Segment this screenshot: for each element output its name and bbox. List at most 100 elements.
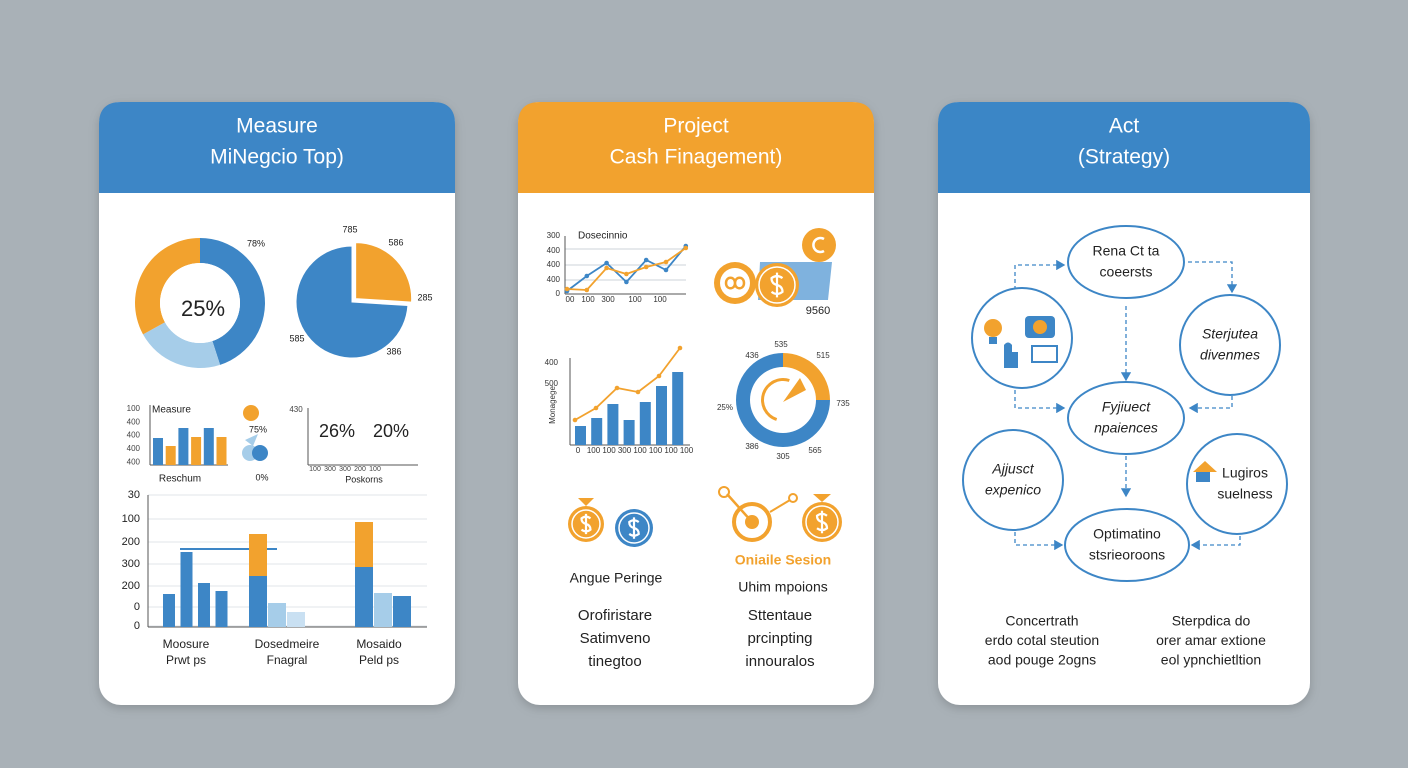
line-point — [635, 389, 641, 395]
node-shape — [1179, 294, 1281, 396]
bar-segment — [180, 552, 193, 627]
axis-label: 400 — [127, 444, 141, 453]
axis-label: 0 — [134, 620, 140, 632]
axis-label: 400 — [545, 358, 559, 367]
connector-arrow — [1190, 536, 1241, 551]
tick-label: 100 — [633, 446, 647, 455]
donut-center-label: 25% — [181, 296, 225, 321]
card-title: Cash Finagement) — [610, 146, 783, 169]
axis-label: 400 — [547, 275, 561, 284]
donut-label: 515 — [816, 351, 830, 360]
card-header — [99, 102, 455, 193]
connector-arrow — [1014, 532, 1064, 551]
paragraph-line: Satimveno — [580, 630, 651, 647]
axis-label: 100 — [122, 513, 140, 525]
donut-segment — [134, 237, 200, 335]
bar — [575, 426, 586, 445]
bulb-icon — [984, 319, 1002, 337]
line-point — [564, 286, 570, 292]
paragraph-line: orer amar extione — [1156, 632, 1266, 648]
bar — [607, 404, 619, 445]
node-shape — [1067, 225, 1185, 299]
node-label: Optimatino — [1093, 526, 1161, 542]
node-shape — [962, 429, 1064, 531]
icon-label: 0% — [255, 472, 268, 482]
grid-icon — [1031, 345, 1058, 363]
axis-label: 430 — [289, 405, 303, 414]
x-tick-label: Dosedmeire — [255, 637, 320, 651]
tick-label: 0 — [576, 446, 581, 455]
card-title: MiNegcio Top) — [210, 146, 344, 169]
paragraph-line: Sttentaue — [748, 607, 812, 624]
node-label: Lugiros — [1222, 465, 1268, 481]
node-label: Sterjutea — [1202, 326, 1258, 342]
bar — [203, 428, 214, 465]
tick-label: 200 — [354, 466, 366, 473]
node-shape — [971, 287, 1073, 389]
chart-title: Measure — [152, 405, 191, 416]
x-axis-label: Poskorns — [345, 474, 383, 484]
x-tick-label: Mosaido — [356, 637, 402, 651]
house-icon — [1193, 461, 1217, 472]
donut-segment — [200, 238, 266, 365]
bar-segment — [215, 591, 228, 627]
line-point — [677, 345, 683, 351]
line-point — [624, 271, 629, 277]
icon-caption: Uhim mpoions — [738, 579, 827, 595]
axis-label: 400 — [547, 246, 561, 255]
donut-label: 535 — [774, 340, 788, 349]
tick-label: 100 — [680, 446, 694, 455]
icon — [243, 405, 259, 421]
dollar-icon — [580, 513, 592, 535]
bar — [639, 402, 651, 445]
node-label: Rena Ct ta — [1093, 243, 1160, 259]
axis-label: 0 — [556, 289, 561, 298]
axis-label: 300 — [122, 558, 140, 570]
donut-label: 386 — [745, 442, 759, 451]
house-icon — [1196, 472, 1210, 482]
bar-segment — [374, 593, 392, 627]
pie-label: 586 — [388, 237, 403, 247]
bar — [165, 446, 176, 465]
bar — [672, 372, 684, 445]
line-point — [663, 259, 669, 265]
node-label: expenico — [985, 482, 1041, 498]
line-point — [593, 405, 599, 411]
line-point — [683, 245, 689, 251]
axis-label: 500 — [545, 379, 559, 388]
tick-label: 100 — [309, 466, 321, 473]
tick-label: 300 — [618, 446, 632, 455]
axis-label: 100 — [127, 404, 141, 413]
bar-segment — [249, 576, 267, 627]
node-label: suelness — [1217, 486, 1272, 502]
dollar-icon — [628, 517, 640, 539]
pie-label: 285 — [417, 292, 432, 302]
x-tick-label: Fnagral — [267, 653, 308, 667]
card-title: Act — [1109, 115, 1140, 138]
line-point — [572, 417, 578, 423]
line-point — [663, 267, 669, 273]
tick-label: 300 — [324, 466, 336, 473]
node-label: Fyjiuect — [1102, 399, 1151, 415]
paragraph-line: innouralos — [745, 653, 814, 670]
donut-segment — [736, 353, 830, 447]
bar — [591, 418, 603, 445]
node-shape — [1064, 508, 1190, 582]
line-point — [624, 279, 629, 285]
pie-label: 585 — [289, 333, 304, 343]
donut-corner-label: 78% — [247, 238, 265, 248]
target-icon — [732, 502, 772, 542]
hand-icon — [1004, 342, 1018, 368]
icon-caption: Oniaile Sesion — [735, 552, 831, 568]
connector-arrow — [1188, 261, 1238, 294]
coin-rim — [805, 505, 839, 539]
pie-label: 785 — [342, 224, 357, 234]
tick-label: 100 — [581, 295, 595, 304]
donut-label: 565 — [808, 446, 822, 455]
tick-label: 00 — [566, 295, 575, 304]
donut-hole — [160, 263, 240, 343]
card-title: (Strategy) — [1078, 146, 1170, 169]
infinity-icon — [724, 276, 746, 290]
node-label: coeersts — [1100, 264, 1153, 280]
icon-caption: Angue Peringe — [570, 570, 663, 586]
